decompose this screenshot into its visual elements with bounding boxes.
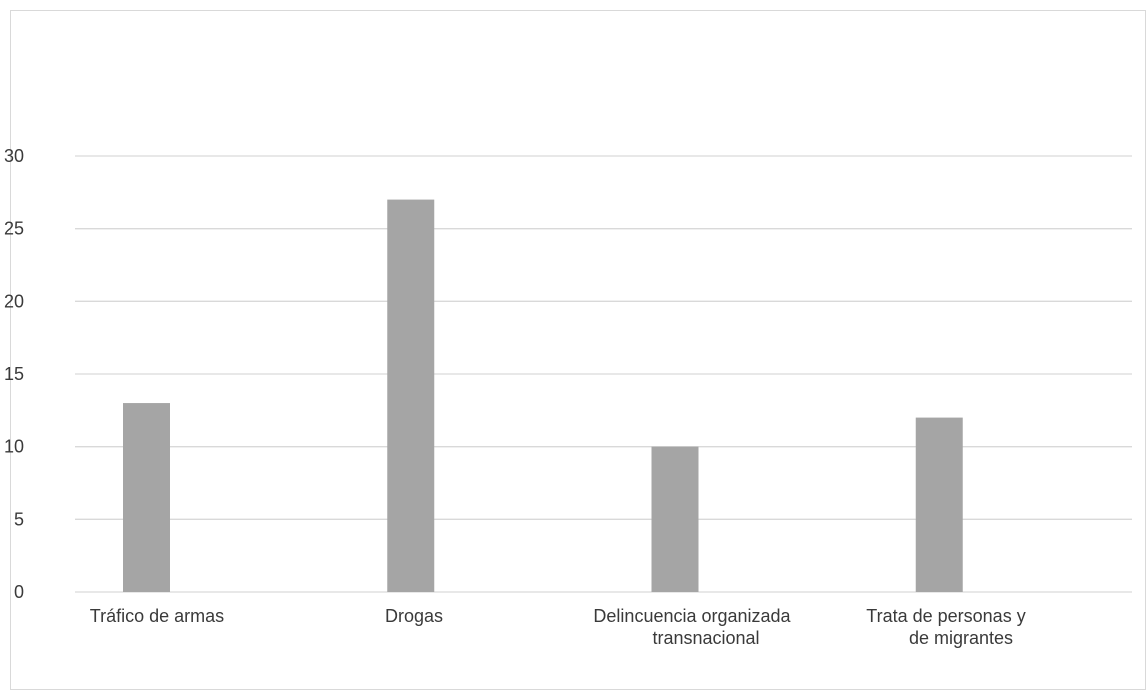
bar	[916, 418, 963, 592]
y-tick-label: 25	[4, 219, 24, 239]
x-category-label: transnacional	[652, 628, 759, 648]
bar	[652, 447, 699, 592]
y-tick-label: 15	[4, 364, 24, 384]
y-tick-label: 10	[4, 437, 24, 457]
bar	[123, 403, 170, 592]
x-category-label: Drogas	[385, 606, 443, 626]
x-category-label: Trata de personas y	[866, 606, 1025, 626]
y-tick-label: 20	[4, 291, 24, 311]
x-category-label: Delincuencia organizada	[593, 606, 791, 626]
x-category-label: Tráfico de armas	[90, 606, 224, 626]
bar	[387, 200, 434, 592]
y-tick-label: 0	[14, 582, 24, 602]
x-category-label: de migrantes	[909, 628, 1013, 648]
y-tick-label: 30	[4, 146, 24, 166]
y-tick-label: 5	[14, 509, 24, 529]
